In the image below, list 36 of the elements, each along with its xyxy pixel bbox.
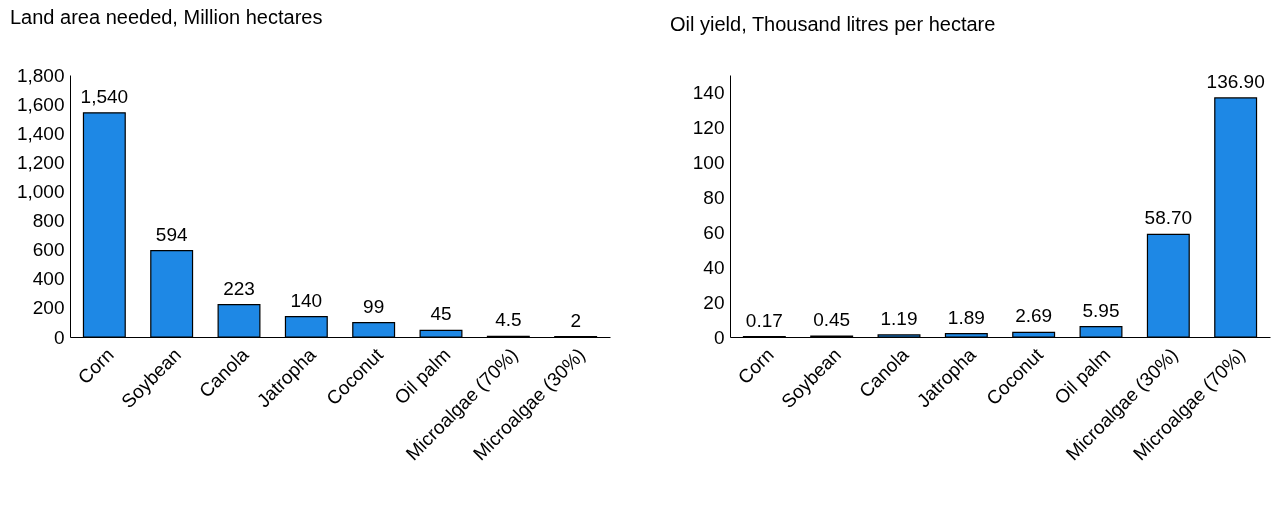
data-label: 58.70 [1144, 207, 1193, 229]
y-tick-label: 120 [692, 116, 725, 138]
chart-title: Land area needed, Million hectares [10, 6, 323, 28]
y-tick-label: 40 [703, 256, 725, 278]
data-label: 136.90 [1206, 70, 1265, 92]
data-label: 223 [223, 277, 255, 299]
y-tick-label: 1,200 [16, 151, 65, 173]
data-label: 1.89 [947, 306, 985, 328]
y-tick-label: 0 [713, 326, 725, 348]
data-label: 594 [155, 223, 188, 245]
y-tick-label: 0 [53, 326, 65, 348]
y-tick-label: 200 [32, 297, 65, 319]
y-tick-label: 800 [32, 210, 65, 232]
y-tick-label: 1,600 [16, 93, 65, 115]
y-tick-label: 100 [692, 151, 725, 173]
data-label: 4.5 [495, 309, 522, 331]
y-tick-label: 1,400 [16, 122, 65, 144]
y-tick-label: 60 [703, 221, 725, 243]
y-tick-label: 20 [703, 291, 725, 313]
data-label: 2.69 [1015, 305, 1053, 327]
y-tick-label: 140 [692, 81, 725, 103]
data-label: 5.95 [1082, 299, 1120, 321]
data-label: 99 [363, 295, 385, 317]
data-label: 0.17 [745, 309, 783, 331]
y-tick-label: 400 [32, 268, 65, 290]
data-label: 1,540 [80, 85, 129, 107]
data-label: 140 [290, 289, 323, 311]
data-label: 1.19 [880, 307, 918, 329]
chart-title: Oil yield, Thousand litres per hectare [670, 12, 996, 35]
y-tick-label: 1,800 [16, 64, 65, 86]
y-tick-label: 600 [32, 239, 65, 261]
data-label: 2 [570, 309, 581, 331]
data-label: 0.45 [813, 309, 851, 331]
data-label: 45 [430, 303, 452, 325]
y-tick-label: 80 [703, 186, 725, 208]
y-tick-label: 1,000 [16, 180, 65, 202]
